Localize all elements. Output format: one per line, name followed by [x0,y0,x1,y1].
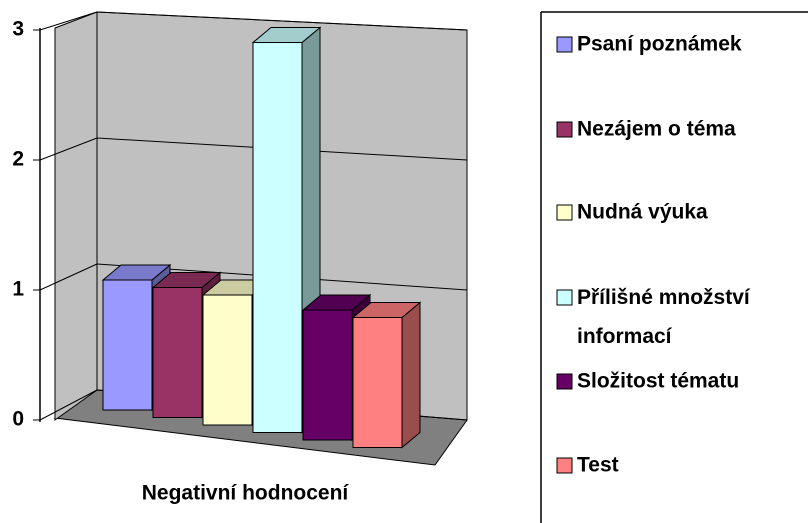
legend-swatch [556,121,573,138]
legend-swatch [556,373,573,390]
bar-front [152,287,203,418]
legend-label: Složitost tématu [577,370,739,393]
legend-swatch [556,204,573,221]
legend-swatch [556,289,573,306]
legend-swatch [556,457,573,474]
side-grid-line [39,263,98,291]
legend-swatch [556,36,573,53]
y-tick-label: 2 [12,148,24,171]
bar [351,301,422,449]
legend-label: Přílišné množství informací [577,286,751,348]
bar-front [202,294,253,426]
side-wall [54,11,98,421]
bar-front [102,279,153,411]
side-grid-line [39,11,98,31]
side-grid-line [39,137,98,161]
y-tick-label: 1 [12,278,24,301]
grid-line [96,11,468,31]
bar-front [302,309,353,441]
x-category-label: Negativní hodnocení [142,482,350,505]
bar-side [401,301,421,449]
legend-label: Test [577,454,619,477]
legend-label: Nezájem o téma [577,118,736,141]
bar-front [252,42,303,433]
bar-front [352,317,403,448]
legend-label: Psaní poznámek [577,33,742,56]
side-grid-line [39,389,98,421]
y-tick-label: 3 [12,18,24,41]
y-tick-label: 0 [12,408,24,431]
legend-label: Nudná výuka [577,201,708,224]
